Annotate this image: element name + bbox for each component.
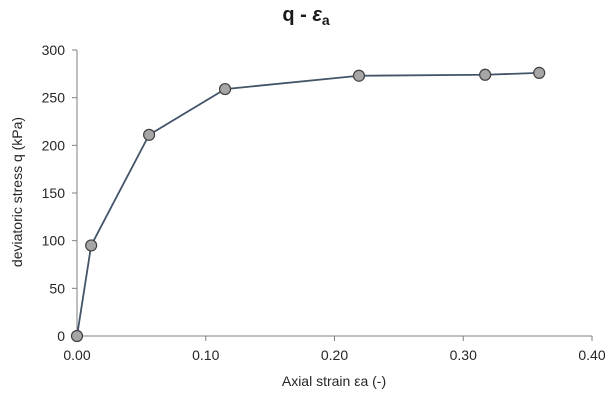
x-tick-label: 0.00 (63, 347, 90, 363)
x-tick-label: 0.10 (192, 347, 219, 363)
data-point (218, 82, 232, 96)
data-point (352, 69, 366, 82)
y-tick-label: 50 (49, 280, 65, 296)
series-line (76, 71, 540, 337)
data-point (70, 329, 84, 343)
y-tick-label: 0 (57, 328, 65, 344)
data-point (533, 66, 546, 79)
chart-title: q - εa (0, 4, 612, 28)
y-tick-label: 200 (42, 137, 66, 153)
data-point (143, 128, 156, 141)
x-axis-label: Axial strain εa (-) (282, 373, 386, 389)
y-tick-label: 100 (42, 233, 66, 249)
x-tick-labels: 0.00 0.10 0.20 0.30 0.40 (63, 336, 606, 363)
x-tick-label: 0.30 (450, 347, 477, 363)
axes (76, 50, 592, 337)
data-point (479, 68, 492, 81)
y-tick-label: 250 (42, 90, 66, 106)
y-tick-label: 300 (42, 42, 66, 58)
chart-title-main: q - (282, 4, 313, 26)
chart-title-subscript: a (321, 12, 330, 28)
chart-title-symbol: ε (312, 4, 322, 26)
y-axis-label: deviatoric stress q (kPa) (9, 117, 25, 267)
y-tick-label: 150 (42, 185, 66, 201)
y-tick-labels: 0 50 100 150 200 250 300 (42, 42, 77, 344)
data-point (85, 239, 98, 252)
x-tick-label: 0.40 (578, 347, 605, 363)
x-tick-label: 0.20 (321, 347, 348, 363)
series-group (70, 66, 546, 343)
